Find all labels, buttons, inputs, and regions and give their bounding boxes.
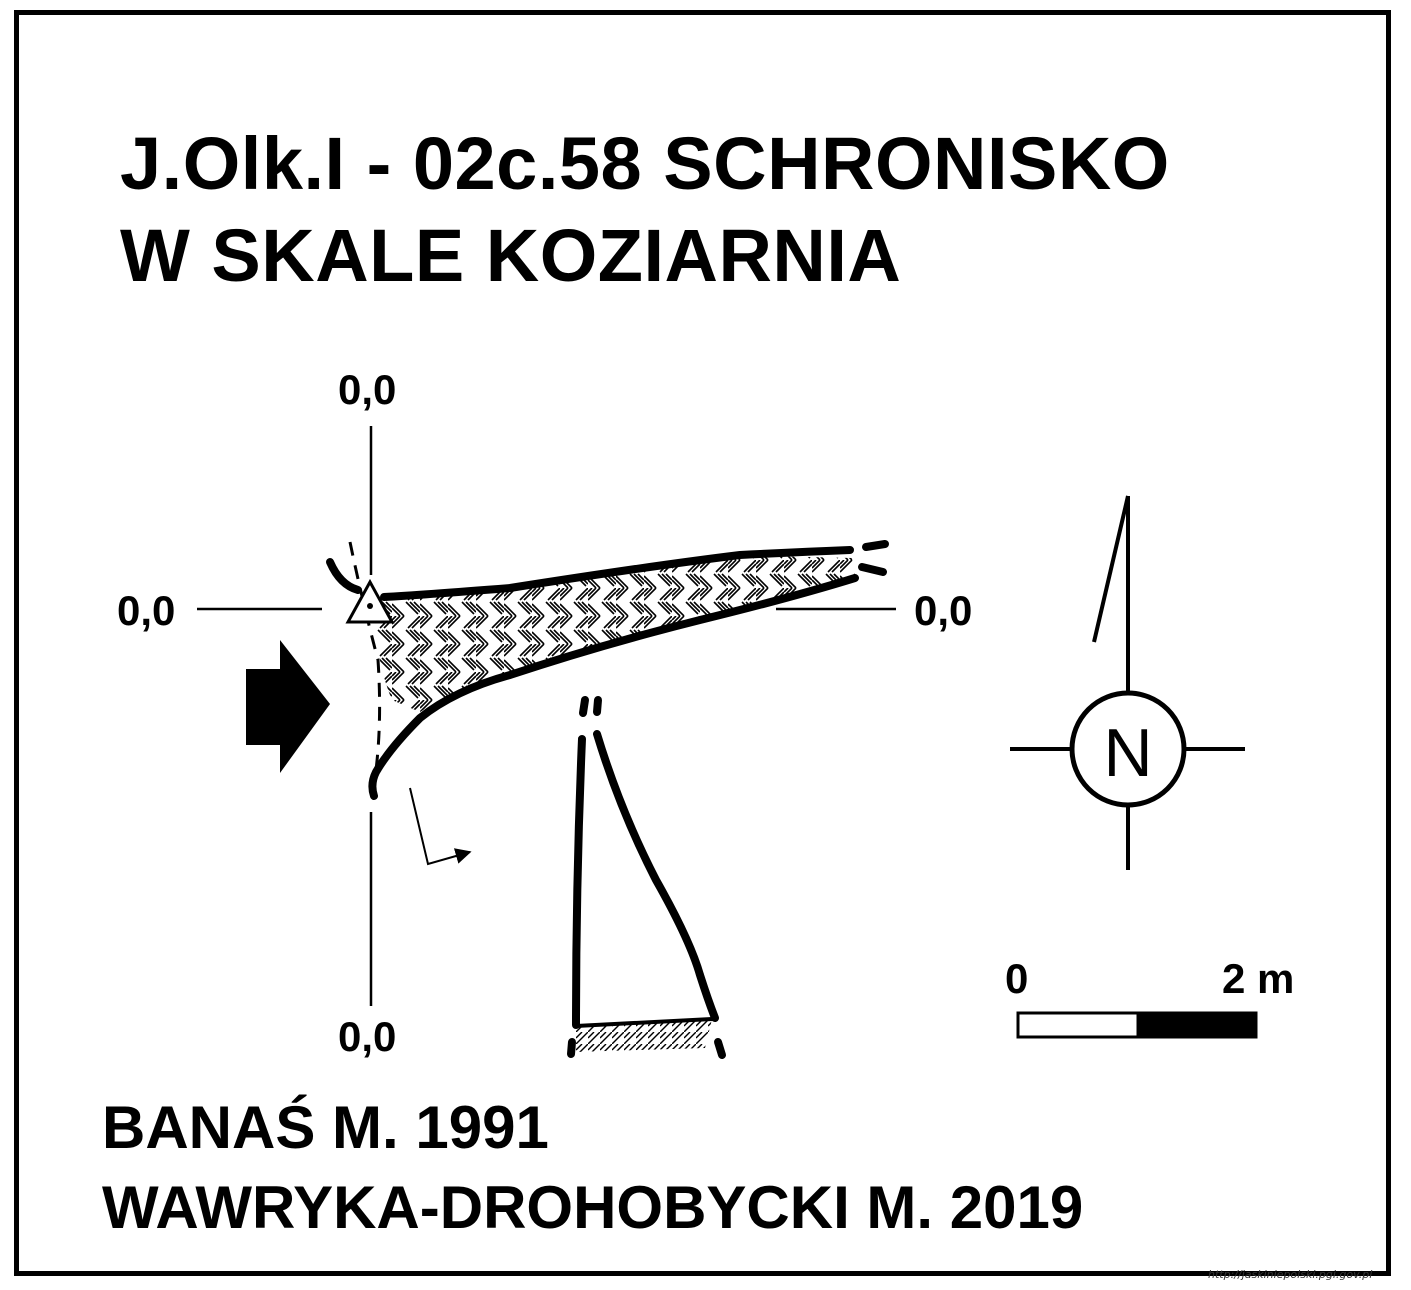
- cross-section-wall-left: [572, 735, 586, 1029]
- section-label-right: 0,0: [914, 587, 973, 634]
- cave-walls: [326, 540, 889, 800]
- wall-upper: [380, 546, 854, 601]
- cross-section-floor-hatch: [576, 1019, 712, 1052]
- cross-section-floor-line: [574, 1017, 714, 1028]
- map-frame: [14, 10, 1391, 1276]
- wall-entrance-top: [326, 558, 362, 594]
- wall-upper-dash: [862, 540, 889, 551]
- scale-bar-start-label: 0: [1005, 955, 1029, 1002]
- slope-arrow-icon: [409, 787, 472, 866]
- cross-section: [567, 696, 726, 1059]
- scale-bar: [1016, 1011, 1258, 1039]
- cross-section-dash-3: [567, 1038, 576, 1058]
- wall-lower: [368, 574, 859, 800]
- cave-floor-hatch: [372, 556, 855, 712]
- author-line-2: WAWRYKA-DROHOBYCKI M. 2019: [102, 1174, 1084, 1241]
- scale-bar-end-label: 2 m: [1222, 955, 1295, 1002]
- north-arrow-letter: N: [1103, 715, 1152, 791]
- section-lines: [197, 426, 896, 1006]
- dripline: [348, 541, 382, 771]
- section-label-bottom: 0,0: [338, 1013, 397, 1060]
- title-line-1: J.Olk.I - 02c.58 SCHRONISKO: [120, 122, 1170, 205]
- cross-section-dash-2: [593, 696, 602, 716]
- north-arrow-icon: N: [1010, 495, 1245, 870]
- source-url: http://jaskiniepolski.pgi.gov.pl: [1208, 1268, 1373, 1281]
- cross-section-dash-4: [714, 1038, 726, 1059]
- entrance-arrow-icon: [246, 640, 330, 773]
- scale-bar-black-segment: [1136, 1011, 1258, 1039]
- survey-station-icon: [345, 578, 395, 624]
- scale-bar-white-segment: [1016, 1011, 1140, 1039]
- authors-block: BANAŚ M. 1991 WAWRYKA-DROHOBYCKI M. 2019: [102, 1088, 1083, 1248]
- wall-lower-dash: [858, 563, 887, 576]
- map-title: J.Olk.I - 02c.58 SCHRONISKO W SKALE KOZI…: [120, 118, 1170, 302]
- author-line-1: BANAŚ M. 1991: [102, 1094, 549, 1161]
- title-line-2: W SKALE KOZIARNIA: [120, 214, 902, 297]
- cross-section-wall-right: [593, 730, 719, 1022]
- section-label-left: 0,0: [117, 587, 176, 634]
- section-label-top: 0,0: [338, 366, 397, 413]
- cross-section-dash-1: [579, 696, 589, 717]
